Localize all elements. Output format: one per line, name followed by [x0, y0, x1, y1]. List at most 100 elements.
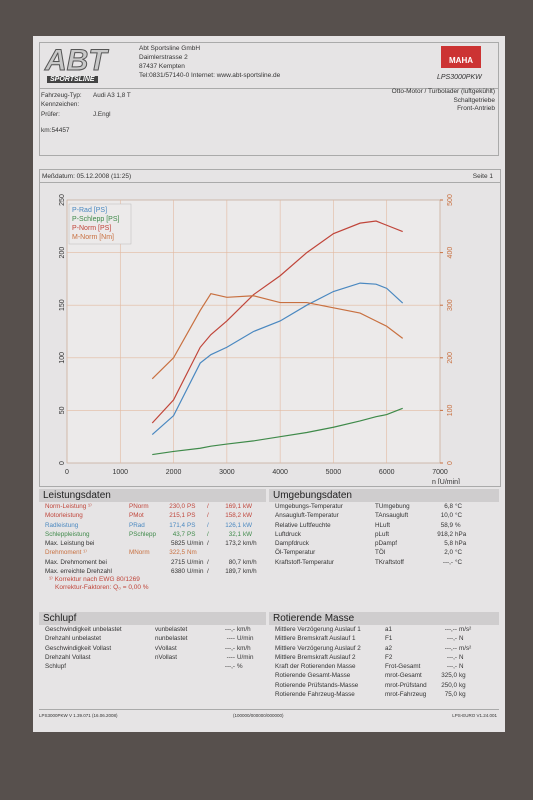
cell-value: 250,0: [441, 681, 457, 689]
x-tick-label: 5000: [326, 469, 342, 476]
divider: [39, 88, 499, 89]
model: LPS3000PKW: [437, 74, 482, 81]
vehicle-row: Fahrzeug-Typ: Audi A3 1,8 T: [41, 91, 193, 100]
series-line: [151, 220, 403, 424]
section-title: Schlupf: [39, 612, 266, 625]
cell-unit: N: [459, 635, 464, 643]
cell-blank: [129, 567, 161, 576]
note: ¹⁾ Korrektur nach EWG 80/1269: [49, 576, 140, 584]
cell-label: Kraftstoff-Temperatur: [275, 558, 335, 566]
note: Korrektur-Faktoren: Q₀ = 0,00 %: [55, 584, 149, 592]
cell-label: Max. Drehmoment bei: [45, 558, 107, 566]
y2-tick-label: 200: [447, 352, 454, 364]
cell-value: ----: [226, 653, 235, 661]
cell-label: Rotierende Fahrzeug-Masse: [275, 691, 355, 699]
cell-unit: %: [455, 521, 461, 529]
cell-symbol: vunbelastet: [155, 626, 188, 633]
cell-sep: /: [207, 540, 209, 548]
cell-sep: /: [207, 558, 209, 566]
data-row: Rotierende Prüfstands-Masse mrot-Prüfstan…: [269, 681, 499, 690]
cell-value2: 126,1: [225, 521, 241, 529]
data-row: Geschwindigkeit Vollast vVollast ---,- km/h: [39, 644, 266, 653]
cell-value: 6,8: [444, 503, 453, 510]
series-line: [152, 407, 403, 456]
vehicle-row: Kennzeichen:: [41, 100, 193, 109]
section-title: Leistungsdaten: [39, 489, 266, 502]
vehicle-label: Fahrzeug-Typ:: [41, 92, 82, 99]
y2-tick-label: 0: [447, 461, 454, 465]
cell-symbol: TUmgebung: [375, 503, 410, 510]
cell-unit: hPa: [455, 540, 467, 548]
cell-label: Geschwindigkeit Vollast: [45, 644, 112, 652]
cell-label: Öl-Temperatur: [275, 549, 316, 557]
cell-symbol: pDampf: [375, 540, 398, 548]
cell-blank: [241, 548, 261, 557]
cell-unit2: kW: [243, 512, 253, 520]
cell-label: Rotierende Gesamt-Masse: [275, 672, 351, 680]
cell-sep: /: [207, 530, 209, 538]
data-row: Mittlere Bremskraft Auslauf 1 F1 ---,- N: [269, 634, 499, 643]
cell-sep: /: [207, 521, 209, 529]
legend-entry: P-Rad [PS]: [72, 207, 107, 214]
company-line: Abt Sportsline GmbH: [139, 45, 201, 52]
cell-value: 5,8: [444, 540, 453, 548]
cell-symbol: a2: [385, 644, 393, 652]
cell-value: ---,--: [444, 626, 457, 633]
cell-value: 6380: [170, 568, 185, 576]
cell-value: ---,-: [224, 663, 235, 671]
x-tick-label: 4000: [272, 469, 288, 476]
cell-unit2: kW: [243, 521, 253, 529]
cell-value: 2715: [170, 558, 185, 566]
chart-box: [39, 169, 501, 487]
cell-unit: kg: [459, 672, 466, 680]
cell-value: 230,0: [169, 503, 185, 510]
y-tick-label: 150: [59, 299, 66, 311]
y2-tick-label: 300: [447, 299, 454, 311]
cell-symbol: vVollast: [155, 644, 177, 652]
data-row: Norm-Leistung ¹⁾ PNorm 230,0 PS / 169,1 kW: [39, 502, 266, 511]
data-row: Ansaugluft-Temperatur TAnsaugluft 10,0 °C: [269, 511, 499, 520]
cell-unit: U/min: [237, 653, 254, 661]
data-row: Geschwindigkeit unbelastet vunbelastet ---…: [39, 625, 266, 634]
cell-value: 5825: [170, 540, 185, 548]
cell-unit: %: [237, 663, 243, 671]
cell-value2: 32,1: [228, 530, 241, 538]
y-tick-label: 250: [59, 194, 66, 206]
cell-label: Drehzahl Vollast: [45, 653, 91, 661]
cell-label: Motorleistung: [45, 512, 83, 520]
company-line: 87437 Kempten: [139, 63, 185, 70]
cell-value: ---,-: [224, 644, 235, 652]
cell-label: Max. Leistung bei: [45, 540, 95, 548]
company: Abt Sportsline GmbH Daimlerstrasse 2 87437…: [139, 44, 280, 80]
cell-sep: /: [207, 568, 209, 576]
series-line: [151, 292, 404, 380]
cell-symbol: PMot: [129, 512, 144, 520]
data-row: Drehzahl unbelastet nunbelastet ---- U/min: [39, 634, 266, 643]
cell-value: ----: [226, 635, 235, 643]
cell-value: ---,-: [446, 663, 457, 671]
vehicle-value: Audi A3 1,8 T: [93, 92, 131, 99]
cell-unit: Nm: [187, 549, 197, 557]
cell-label: Luftdruck: [275, 530, 301, 538]
data-row: Kraft der Rotierenden Masse Frot-Gesamt --…: [269, 662, 499, 671]
cell-unit: U/min: [187, 558, 204, 566]
cell-value2: 173,2: [225, 540, 241, 548]
cell-symbol: mrot-Gesamt: [385, 672, 422, 680]
legend-box: [68, 203, 132, 245]
masse: Rotierende Masse Mittlere Verzögerung Aus…: [269, 612, 499, 699]
data-row: Drehmoment ¹⁾ MNorm 322,5 Nm: [39, 548, 266, 557]
legend-entry: P-Norm [PS]: [72, 225, 111, 232]
cell-value: 10,0: [440, 512, 453, 520]
cell-value: ---,-: [442, 558, 453, 566]
x-tick-label: 2000: [166, 469, 182, 476]
cell-unit: N: [459, 663, 464, 671]
cell-value: ---,-: [224, 626, 235, 633]
cell-unit: PS: [187, 530, 196, 538]
cell-unit2: km/h: [243, 540, 257, 548]
data-row: Schleppleistung PSchlepp 43,7 PS / 32,1 kW: [39, 530, 266, 539]
cell-value: 2,0: [444, 549, 453, 557]
cell-label: Mittlere Verzögerung Auslauf 2: [275, 644, 361, 652]
logo: ABT: [45, 44, 108, 78]
cell-unit2: kW: [243, 503, 253, 510]
